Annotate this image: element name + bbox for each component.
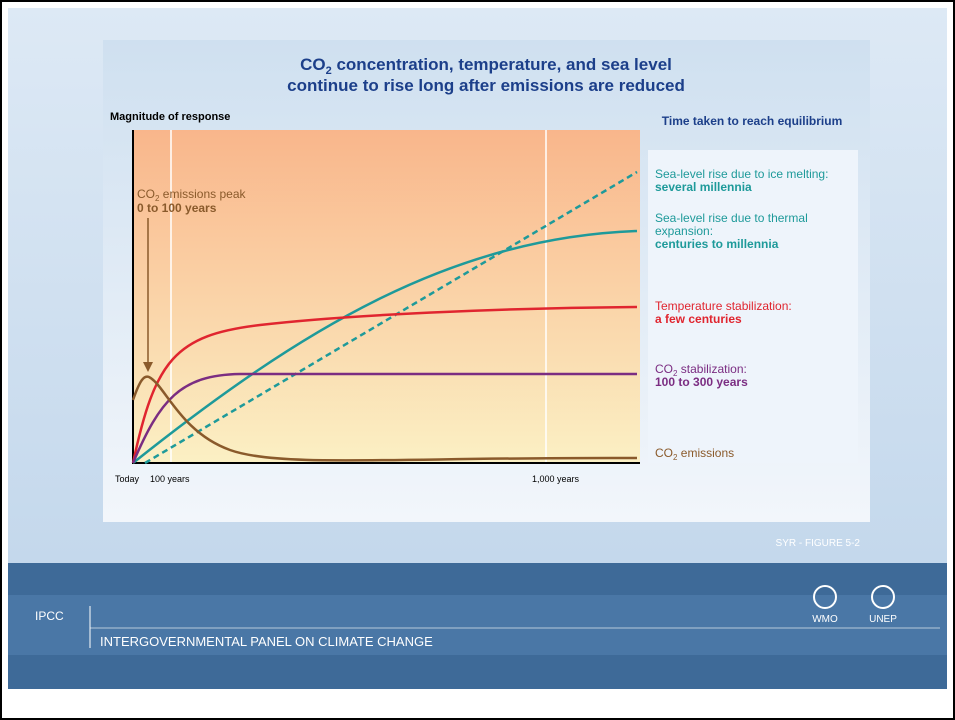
- footer-name: INTERGOVERNMENTAL PANEL ON CLIMATE CHANG…: [100, 634, 433, 649]
- title-text: CO: [300, 55, 326, 74]
- logo: [813, 585, 837, 609]
- annotation-text: emissions peak: [159, 187, 246, 201]
- label: Sea-level rise due to ice melting:: [655, 167, 828, 181]
- x-label: 100 years: [150, 474, 190, 484]
- label: Temperature stabilization:: [655, 299, 792, 313]
- legend-title: Time taken to reach equilibrium: [662, 114, 843, 128]
- footer-stripe: [8, 595, 947, 655]
- footer-org: IPCC: [35, 609, 64, 623]
- subscript: 2: [155, 194, 160, 203]
- labels: Sea-level rise due to ice melting: sever…: [655, 167, 828, 462]
- x-label: 1,000 years: [532, 474, 580, 484]
- curve-ice: [144, 170, 638, 465]
- label: Sea-level rise due to thermal: [655, 211, 808, 225]
- label-text: CO: [655, 362, 673, 376]
- logo: [871, 585, 895, 609]
- curve-thermal: [132, 229, 638, 464]
- legend-panel: [648, 150, 858, 463]
- label: CO2 stabilization:: [655, 362, 747, 378]
- annotation-detail: 0 to 100 years: [137, 201, 217, 215]
- subscript: 2: [673, 369, 678, 378]
- logo-text: WMO: [812, 614, 838, 625]
- label-detail: centuries to millennia: [655, 237, 779, 251]
- annotation-text: CO: [137, 187, 155, 201]
- label-detail: a few centuries: [655, 312, 742, 326]
- label: expansion:: [655, 224, 713, 238]
- label-text: CO: [655, 446, 673, 460]
- annotation: CO2 emissions peak: [137, 187, 246, 203]
- label-detail: several millennia: [655, 180, 752, 194]
- label: CO2 emissions: [655, 446, 734, 462]
- subscript: 2: [673, 453, 678, 462]
- y-axis-label: Magnitude of response: [110, 111, 230, 123]
- arrowhead: [143, 362, 153, 372]
- curve-emissions: [131, 375, 638, 462]
- x-label: Today: [115, 474, 140, 484]
- label-text: emissions: [677, 446, 734, 460]
- label-text: stabilization:: [677, 362, 746, 376]
- subscript: 2: [326, 65, 332, 77]
- logo-text: UNEP: [869, 614, 897, 625]
- source: SYR - FIGURE 5-2: [776, 538, 861, 549]
- curve-temperature: [131, 305, 638, 464]
- curve-co2: [131, 372, 637, 464]
- title: continue to rise long after emissions ar…: [287, 76, 685, 95]
- label-detail: 100 to 300 years: [655, 375, 748, 389]
- title-text: concentration, temperature, and sea leve…: [332, 55, 672, 74]
- title: CO2 concentration, temperature, and sea …: [300, 55, 672, 77]
